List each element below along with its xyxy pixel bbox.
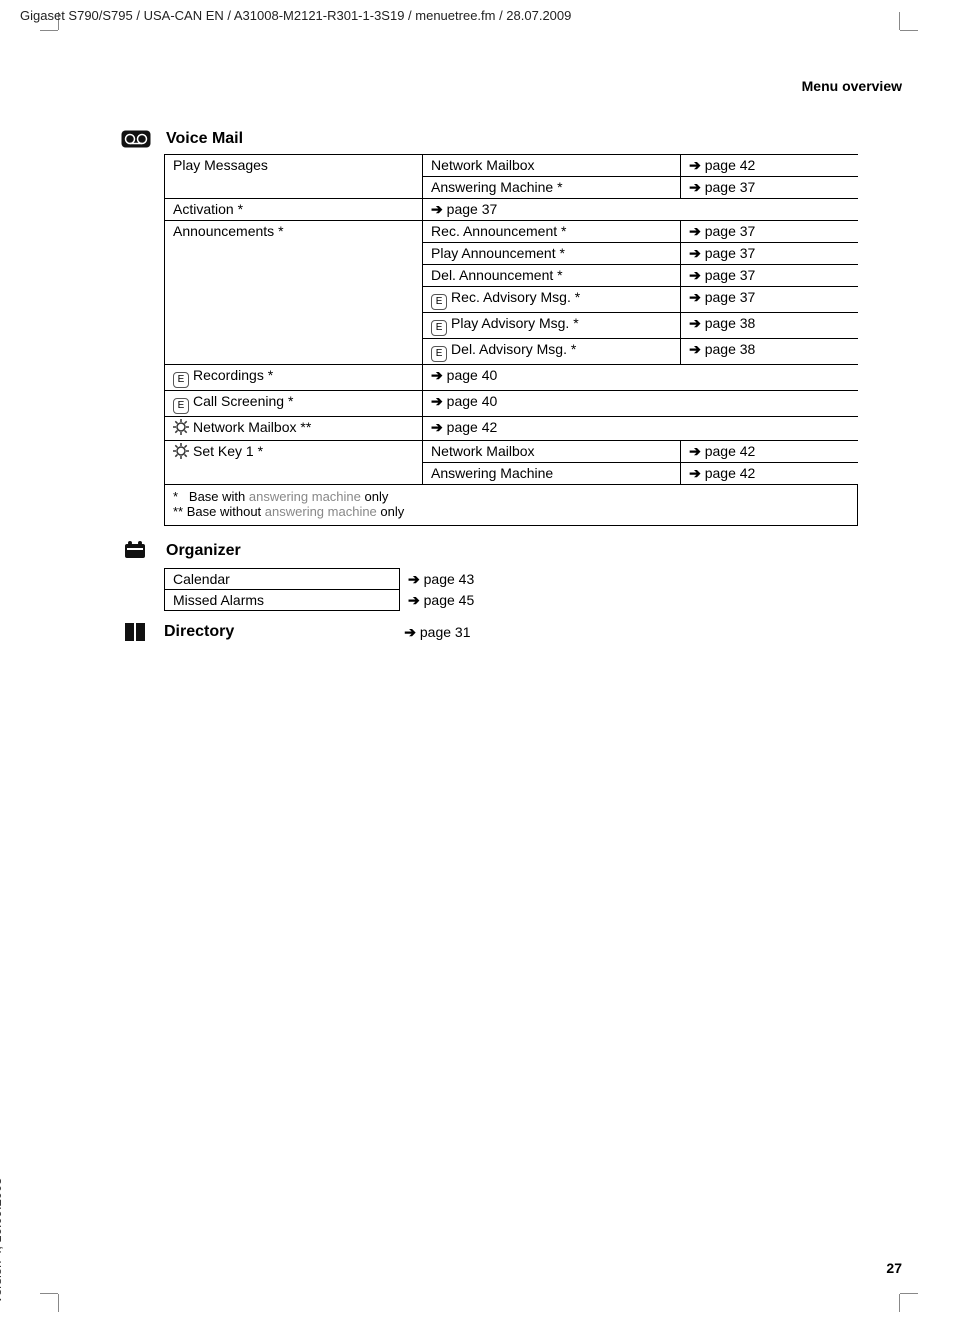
page-title: Menu overview [802, 78, 902, 94]
page-link: page 40 [447, 393, 498, 409]
menu-item-label: Play Advisory Msg. * [451, 315, 579, 331]
table-row: Calendar➔ page 43 [165, 569, 524, 590]
version-text: Version 4, 16.09.2005 [0, 1178, 4, 1305]
table-row: Announcements *Rec. Announcement *➔ page… [165, 221, 858, 243]
table-row: Set Key 1 *Network Mailbox➔ page 42 [165, 441, 858, 463]
page-link: page 38 [705, 315, 756, 331]
table-row: ERecordings *➔ page 40 [165, 365, 858, 391]
menu-item-label: Announcements * [173, 223, 284, 239]
table-row: Activation *➔ page 37 [165, 199, 858, 221]
page-link: page 37 [705, 179, 756, 195]
e-icon: E [173, 372, 189, 388]
page-link: page 38 [705, 341, 756, 357]
menu-item-label: Network Mailbox [431, 443, 534, 459]
page-link: page 42 [705, 465, 756, 481]
page-link: page 37 [447, 201, 498, 217]
menu-item-label: Del. Advisory Msg. * [451, 341, 576, 357]
directory-title: Directory [164, 623, 234, 641]
e-icon: E [431, 320, 447, 336]
page-link: page 42 [705, 157, 756, 173]
table-row: Missed Alarms➔ page 45 [165, 590, 524, 611]
menu-item-label: Answering Machine [431, 465, 553, 481]
menu-item-label: Network Mailbox ** [193, 419, 311, 435]
table-row: ECall Screening *➔ page 40 [165, 391, 858, 417]
menu-item-label: Play Announcement * [431, 245, 565, 261]
directory-link: ➔ page 31 [404, 624, 470, 641]
e-icon: E [431, 346, 447, 362]
page-link: page 43 [424, 571, 475, 587]
menu-item-label: Answering Machine * [431, 179, 563, 195]
page-link: page 37 [705, 289, 756, 305]
doc-header-path: Gigaset S790/S795 / USA-CAN EN / A31008-… [20, 8, 571, 23]
page-link: page 42 [705, 443, 756, 459]
page-link: page 45 [424, 592, 475, 608]
menu-item-label: Play Messages [173, 157, 268, 173]
menu-item-label: Rec. Advisory Msg. * [451, 289, 580, 305]
table-row: Network Mailbox **➔ page 42 [165, 417, 858, 441]
menu-item-label: Network Mailbox [431, 157, 534, 173]
menu-item-label: Calendar [173, 571, 230, 587]
voicemail-icon [120, 130, 152, 148]
organizer-icon [120, 540, 152, 562]
table-row: Play MessagesNetwork Mailbox➔ page 42 [165, 155, 858, 177]
page-link: page 42 [447, 419, 498, 435]
e-icon: E [173, 398, 189, 414]
voicemail-table: Play MessagesNetwork Mailbox➔ page 42Ans… [164, 154, 858, 526]
menu-item-label: Recordings * [193, 367, 273, 383]
menu-item-label: Call Screening * [193, 393, 293, 409]
page-link: page 37 [705, 245, 756, 261]
menu-item-label: Set Key 1 * [193, 443, 263, 459]
organizer-title: Organizer [166, 542, 241, 560]
voicemail-title: Voice Mail [166, 130, 243, 148]
e-icon: E [431, 294, 447, 310]
gear-icon [173, 443, 189, 462]
table-notes: * Base with answering machine only** Bas… [165, 485, 858, 526]
gear-icon [173, 419, 189, 438]
menu-item-label: Missed Alarms [173, 592, 264, 608]
note-text: ** Base without answering machine only [173, 504, 404, 519]
page-link: page 37 [705, 223, 756, 239]
organizer-table: Calendar➔ page 43Missed Alarms➔ page 45 [164, 568, 524, 611]
note-text: * Base with answering machine only [173, 489, 388, 504]
directory-icon [120, 621, 152, 643]
menu-item-label: Activation * [173, 201, 243, 217]
page-number: 27 [886, 1260, 902, 1276]
page-link: page 37 [705, 267, 756, 283]
menu-item-label: Del. Announcement * [431, 267, 563, 283]
page-link: page 40 [447, 367, 498, 383]
menu-item-label: Rec. Announcement * [431, 223, 566, 239]
